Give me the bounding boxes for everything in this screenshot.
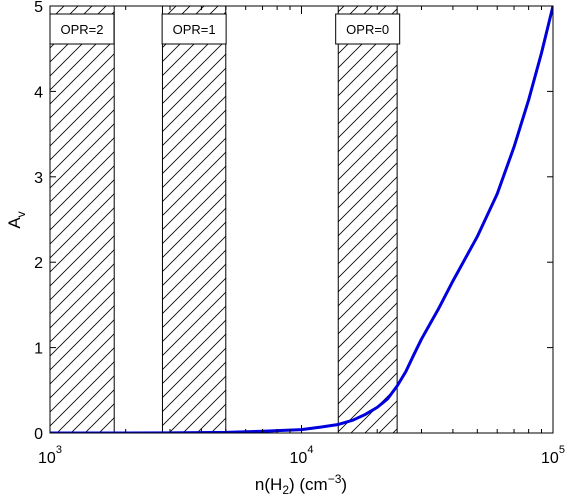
y-tick-label: 5 xyxy=(34,0,43,16)
x-axis-label: n(H2) (cm−3) xyxy=(255,472,347,497)
band-label-3: OPR=0 xyxy=(335,13,401,45)
x-tick-label: 104 xyxy=(290,444,314,467)
y-tick-label: 0 xyxy=(34,426,43,443)
hatched-band-3 xyxy=(337,5,398,434)
band-label-2: OPR=1 xyxy=(161,13,227,45)
band-label-1: OPR=2 xyxy=(49,13,115,45)
y-tick-label: 1 xyxy=(34,341,43,358)
band-label-text: OPR=0 xyxy=(346,22,389,37)
y-tick-label: 2 xyxy=(34,255,43,272)
y-tick-label: 3 xyxy=(34,170,43,187)
plot-frame xyxy=(49,5,554,434)
y-axis-label: Av xyxy=(5,211,28,228)
bands-layer xyxy=(49,5,398,434)
band-labels-layer: OPR=2 OPR=1 OPR=0 xyxy=(49,13,401,45)
band-label-text: OPR=1 xyxy=(173,22,216,37)
x-tick-label: 105 xyxy=(541,444,565,467)
band-label-box xyxy=(335,13,401,45)
band-label-box xyxy=(161,13,227,45)
hatched-band-2 xyxy=(161,5,227,434)
hatched-band-1 xyxy=(49,5,115,434)
series-layer xyxy=(50,6,553,433)
band-label-text: OPR=2 xyxy=(61,22,104,37)
x-tick-label: 103 xyxy=(38,444,62,467)
svg-text:Av: Av xyxy=(5,211,28,228)
y-tick-label: 4 xyxy=(34,84,43,101)
series-line-1 xyxy=(50,6,553,433)
ticks-layer: 0 1 2 3 4 5 103 104 105 xyxy=(34,0,565,467)
